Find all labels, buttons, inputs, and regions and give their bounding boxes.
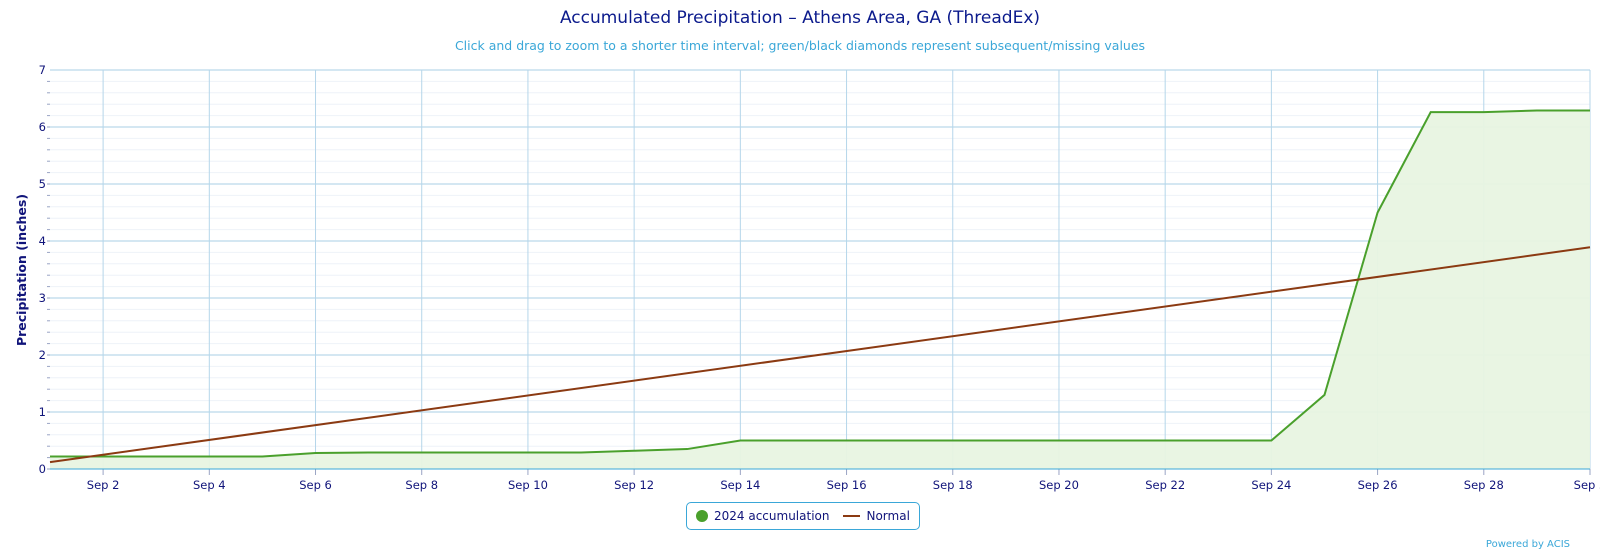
series-layer xyxy=(49,109,1591,469)
x-tick-label: Sep 26 xyxy=(1358,478,1398,492)
x-tick-label: Sep 4 xyxy=(193,478,226,492)
y-tick-label: 4 xyxy=(39,234,46,248)
x-tick-label: Sep 10 xyxy=(508,478,548,492)
x-tick-label: Sep 14 xyxy=(720,478,760,492)
legend-accumulation-label: 2024 accumulation xyxy=(714,509,830,523)
x-tick-label: Sep 22 xyxy=(1145,478,1185,492)
x-tick-label: Sep 28 xyxy=(1464,478,1504,492)
accumulation-area xyxy=(50,110,1590,469)
x-tick-label: Sep 24 xyxy=(1251,478,1291,492)
x-tick-label: Sep 2 xyxy=(87,478,120,492)
y-tick-label: 1 xyxy=(39,405,46,419)
x-tick-label: Sep 18 xyxy=(933,478,973,492)
y-tick-label: 0 xyxy=(39,462,46,476)
y-tick-label: 6 xyxy=(39,120,46,134)
legend-item-accumulation[interactable]: 2024 accumulation xyxy=(696,509,829,523)
normal-line xyxy=(49,246,1591,464)
y-axis-label: Precipitation (inches) xyxy=(14,194,29,346)
x-tick-label: Sep 16 xyxy=(827,478,867,492)
chart-title: Accumulated Precipitation – Athens Area,… xyxy=(560,8,1040,28)
legend: 2024 accumulation Normal xyxy=(686,502,920,530)
x-tick-label: Sep 12 xyxy=(614,478,654,492)
powered-by-credit[interactable]: Powered by ACIS xyxy=(1485,539,1570,550)
grid xyxy=(50,69,1591,470)
chart-subtitle: Click and drag to zoom to a shorter time… xyxy=(455,38,1145,53)
legend-accumulation-marker-icon xyxy=(696,510,708,522)
x-tick-label: Sep 6 xyxy=(299,478,332,492)
legend-normal-line-icon xyxy=(843,515,861,517)
y-tick-label: 3 xyxy=(39,291,46,305)
x-tick-label: Sep 8 xyxy=(405,478,438,492)
x-tick-label: Sep 3 xyxy=(1574,478,1600,492)
y-tick-label: 7 xyxy=(39,63,46,77)
x-tick-label: Sep 20 xyxy=(1039,478,1079,492)
legend-item-normal[interactable]: Normal xyxy=(843,509,910,523)
y-tick-label: 2 xyxy=(39,348,46,362)
y-tick-label: 5 xyxy=(39,177,46,191)
axes: 0 1 2 3 4 5 6 7 Sep 2 Sep 4 Sep 6 Sep 8 Sep 10 Sep 12… xyxy=(39,63,1600,492)
accumulation-line xyxy=(50,109,1590,458)
legend-normal-label: Normal xyxy=(866,509,910,523)
